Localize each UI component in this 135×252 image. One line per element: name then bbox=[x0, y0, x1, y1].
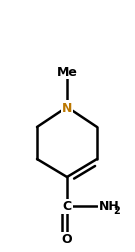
Text: N: N bbox=[62, 101, 72, 114]
Text: NH: NH bbox=[99, 200, 120, 213]
Text: Me: Me bbox=[57, 65, 77, 78]
Text: 2: 2 bbox=[113, 205, 120, 215]
Text: C: C bbox=[63, 200, 72, 213]
Text: O: O bbox=[62, 233, 72, 245]
